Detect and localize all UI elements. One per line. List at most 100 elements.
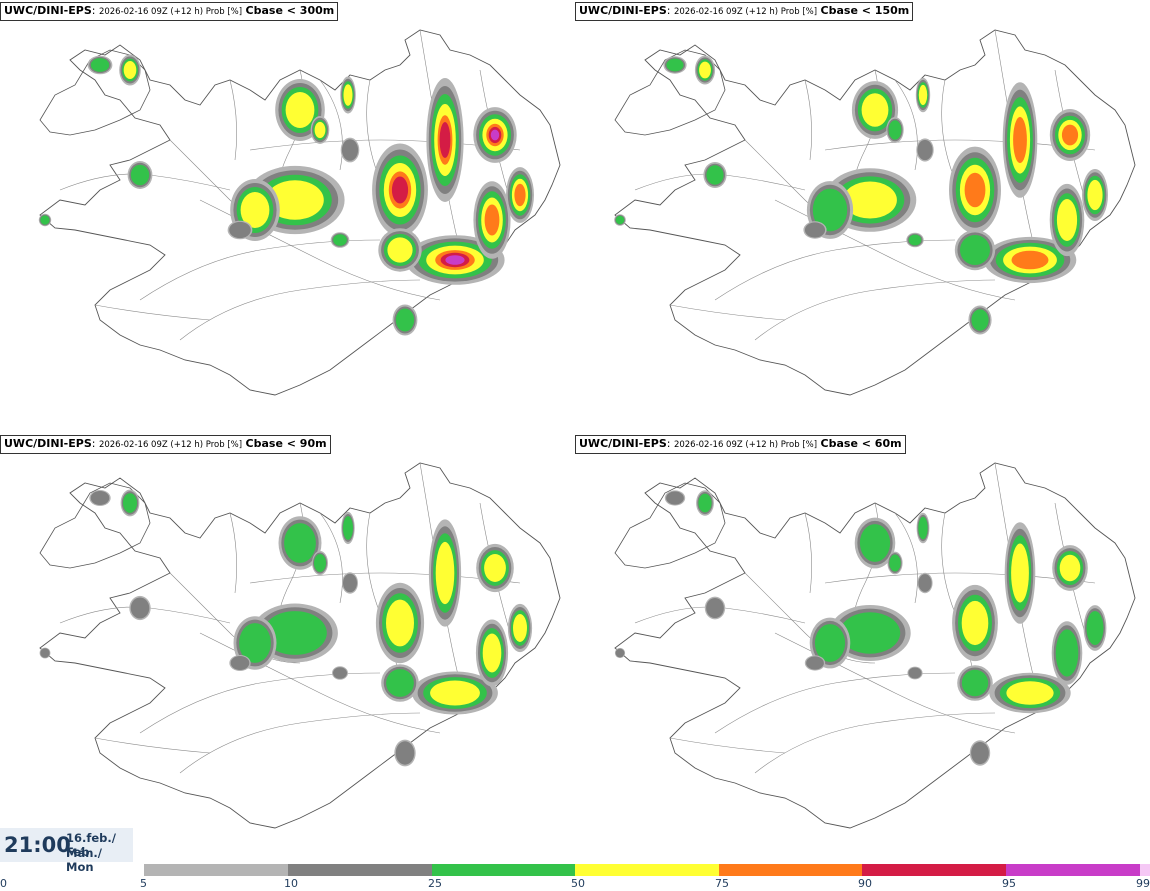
iceland-map: [38, 29, 561, 396]
probability-area: [971, 309, 989, 331]
valid-time-box: 21:00 16.feb./ Feb Mán./ Mon: [0, 828, 133, 874]
panel-title: UWC/DINI-EPS: 2026-02-16 09Z (+12 h) Pro…: [0, 2, 339, 21]
probability-area: [430, 680, 480, 706]
region-boundary: [669, 304, 786, 321]
region-boundary: [804, 512, 812, 594]
model-name: UWC/DINI-EPS: [4, 437, 92, 450]
probability-area: [285, 92, 315, 128]
region-boundary: [669, 737, 786, 754]
probability-area: [814, 624, 846, 662]
probability-area: [40, 215, 50, 225]
westfjords-outline: [614, 49, 726, 136]
panel-title: UWC/DINI-EPS: 2026-02-16 09Z (+12 h) Pro…: [575, 435, 906, 454]
legend-tick-label: 95: [1002, 877, 1016, 890]
probability-area: [889, 554, 901, 572]
probability-area: [314, 121, 326, 139]
probability-area: [230, 656, 250, 670]
probability-area: [961, 600, 989, 646]
region-boundary: [744, 572, 876, 664]
probability-area: [843, 181, 897, 219]
model-name: UWC/DINI-EPS: [579, 437, 667, 450]
probability-area: [341, 139, 359, 161]
westfjords-outline: [39, 49, 151, 136]
legend-tick-label: 75: [715, 877, 729, 890]
map-panel-cbase-300: UWC/DINI-EPS: 2026-02-16 09Z (+12 h) Pro…: [0, 0, 575, 430]
legend-tick-label: 25: [428, 877, 442, 890]
probability-area: [859, 524, 891, 562]
legend-bin: [575, 864, 719, 876]
probability-area: [971, 741, 989, 765]
valid-date-line2: Mán./ Mon: [66, 846, 102, 874]
probability-area: [484, 204, 500, 236]
probability-area: [239, 623, 271, 663]
threshold-label: Cbase < 60m: [820, 437, 902, 450]
probability-area: [698, 493, 712, 513]
legend-bin: [1140, 864, 1150, 876]
westfjords-outline: [39, 482, 151, 569]
probability-area: [1059, 554, 1081, 582]
iceland-map: [614, 29, 1136, 396]
probability-area: [445, 255, 465, 265]
probability-area: [615, 215, 625, 225]
probability-area: [1087, 179, 1103, 211]
probability-area: [908, 234, 922, 246]
region-boundary: [169, 572, 301, 664]
run-info: 2026-02-16 09Z (+12 h) Prob [%]: [98, 440, 243, 450]
probability-area: [490, 129, 500, 141]
region-boundary: [229, 79, 237, 161]
probability-area: [263, 611, 327, 655]
probability-area: [395, 308, 415, 332]
probability-area: [964, 172, 986, 208]
probability-area: [333, 667, 347, 679]
probability-area: [123, 493, 137, 513]
probability-area: [343, 516, 353, 540]
legend-bin: [862, 864, 1006, 876]
probability-area: [918, 516, 928, 540]
region-boundary: [824, 572, 1096, 584]
region-boundary: [804, 79, 812, 161]
probability-area: [918, 84, 928, 106]
panel-title: UWC/DINI-EPS: 2026-02-16 09Z (+12 h) Pro…: [575, 2, 914, 21]
region-boundary: [824, 139, 1096, 151]
probability-area: [1013, 116, 1027, 164]
probability-area: [1011, 543, 1029, 603]
region-boundary: [94, 304, 211, 321]
legend-tick-label: 90: [858, 877, 872, 890]
map-panel-cbase-60: UWC/DINI-EPS: 2026-02-16 09Z (+12 h) Pro…: [575, 433, 1150, 863]
region-boundary: [754, 279, 996, 341]
map-panel-cbase-90: UWC/DINI-EPS: 2026-02-16 09Z (+12 h) Pro…: [0, 433, 575, 863]
legend-bin: [719, 864, 862, 876]
threshold-label: Cbase < 300m: [245, 4, 335, 17]
probability-area: [806, 656, 824, 670]
probability-area: [1056, 199, 1078, 241]
probability-area: [90, 491, 110, 505]
probability-area: [918, 574, 932, 592]
probability-area: [839, 612, 901, 654]
region-boundary: [179, 712, 421, 774]
probability-area: [343, 573, 357, 593]
probability-area: [439, 122, 451, 158]
region-boundary: [894, 79, 918, 171]
probability-area: [908, 667, 922, 679]
probability-area: [391, 176, 409, 204]
probability-area: [514, 183, 526, 207]
westfjords-outline: [614, 482, 726, 569]
probability-area: [888, 120, 902, 140]
legend-bin: [144, 864, 288, 876]
probability-area: [314, 554, 326, 572]
probability-area: [482, 633, 502, 673]
probability-area: [961, 669, 989, 697]
probability-area: [1011, 250, 1049, 270]
probability-area: [284, 523, 316, 563]
probability-area: [40, 648, 50, 658]
probability-area: [699, 61, 711, 79]
probability-area: [1006, 681, 1054, 705]
legend-tick-label: 10: [284, 877, 298, 890]
model-name: UWC/DINI-EPS: [579, 4, 667, 17]
legend-tick-label: 0: [0, 877, 7, 890]
probability-area: [229, 221, 251, 239]
probability-area: [861, 93, 889, 127]
probability-area: [386, 669, 414, 697]
probability-area: [343, 84, 353, 106]
probability-area: [706, 165, 724, 185]
